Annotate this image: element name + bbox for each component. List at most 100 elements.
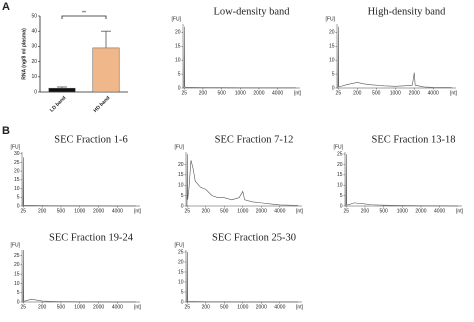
- x-tick-label: 25: [21, 208, 27, 214]
- x-tick-label: 25: [21, 304, 27, 310]
- trace: [22, 249, 137, 303]
- x-tick-label: 4000: [272, 90, 283, 96]
- x-axis-label: [nt]: [134, 304, 142, 310]
- y-axis-label: [FU]: [175, 242, 185, 248]
- chart-title: High-density band: [368, 6, 447, 17]
- x-tick-label: 200: [202, 304, 211, 310]
- x-tick-label: 500: [220, 304, 229, 310]
- chart-title: SEC Fraction 25-30: [212, 232, 296, 243]
- significance-label: **: [82, 10, 86, 16]
- x-tick-label: 2000: [415, 208, 426, 214]
- trace: [183, 26, 297, 89]
- x-tick-label: 200: [202, 208, 211, 214]
- y-tick-label: 50: [31, 13, 37, 19]
- x-tick-label: 25: [185, 304, 191, 310]
- y-tick-label: 15: [329, 44, 335, 50]
- y-tick-label: 10: [14, 281, 20, 287]
- x-tick-label: 1000: [235, 90, 246, 96]
- x-axis-label: [nt]: [294, 90, 302, 96]
- y-tick-label: 15: [178, 172, 184, 178]
- x-tick-label: 200: [38, 304, 47, 310]
- y-tick-label: 20: [31, 59, 37, 65]
- x-tick-label: 200: [353, 90, 362, 96]
- x-tick-label: 2000: [93, 208, 104, 214]
- trace: [186, 154, 299, 207]
- x-tick-label: 4000: [428, 90, 439, 96]
- x-tick-label: 1000: [237, 304, 248, 310]
- y-tick-label: 0: [17, 299, 20, 305]
- y-axis-label: [FU]: [11, 144, 21, 150]
- x-tick-label: 1000: [74, 304, 85, 310]
- x-tick-label: 200: [38, 208, 47, 214]
- y-tick-label: 5: [17, 195, 20, 201]
- x-tick-label: 4000: [274, 208, 285, 214]
- x-tick-label: 2000: [409, 90, 420, 96]
- y-axis-label: [FU]: [175, 144, 185, 150]
- y-tick-label: 20: [337, 162, 343, 168]
- x-tick-label: 25: [344, 208, 350, 214]
- y-axis-label: [FU]: [172, 16, 182, 22]
- x-tick-label: 4000: [112, 208, 123, 214]
- x-tick-label: 200: [361, 208, 370, 214]
- y-tick-label: 20: [329, 30, 335, 36]
- x-tick-label: 2000: [256, 304, 267, 310]
- x-tick-label: 500: [57, 304, 66, 310]
- x-tick-label: 1000: [74, 208, 85, 214]
- significance-bracket: [61, 15, 107, 19]
- x-tick-label: 25: [182, 90, 188, 96]
- x-tick-label: 4000: [434, 208, 445, 214]
- trace: [22, 157, 137, 207]
- x-tick-label: HD band: [93, 95, 112, 114]
- y-tick-label: 20: [178, 259, 184, 265]
- y-tick-label: 0: [340, 203, 343, 209]
- y-tick-label: 20: [178, 162, 184, 168]
- x-tick-label: 200: [199, 90, 208, 96]
- trace: [337, 26, 453, 89]
- y-tick-label: 20: [175, 30, 181, 36]
- y-tick-label: 25: [14, 160, 20, 166]
- y-axis-label: [FU]: [11, 242, 21, 248]
- y-tick-label: 10: [178, 183, 184, 189]
- y-tick-label: 0: [181, 299, 184, 305]
- x-axis-label: [nt]: [450, 90, 458, 96]
- x-tick-label: 500: [379, 208, 388, 214]
- x-tick-label: 1000: [237, 208, 248, 214]
- trace: [186, 251, 299, 303]
- y-tick-label: 10: [178, 279, 184, 285]
- x-tick-label: 2000: [256, 208, 267, 214]
- y-tick-label: 15: [175, 44, 181, 50]
- y-tick-label: 5: [181, 289, 184, 295]
- x-tick-label: 25: [185, 208, 191, 214]
- y-tick-label: 10: [31, 74, 37, 80]
- y-tick-label: 10: [337, 183, 343, 189]
- x-tick-label: LD band: [49, 95, 67, 113]
- y-tick-label: 0: [34, 89, 37, 95]
- y-tick-label: 5: [17, 290, 20, 296]
- x-tick-label: 25: [336, 90, 342, 96]
- y-tick-label: 15: [14, 177, 20, 183]
- chart-title: Low-density band: [213, 6, 290, 17]
- y-tick-label: 30: [31, 44, 37, 50]
- y-tick-label: 30: [14, 151, 20, 157]
- y-tick-label: 15: [178, 269, 184, 275]
- y-tick-label: 15: [14, 271, 20, 277]
- y-tick-label: 20: [14, 168, 20, 174]
- y-tick-label: 5: [181, 193, 184, 199]
- x-tick-label: 500: [220, 208, 229, 214]
- y-tick-label: 10: [329, 58, 335, 64]
- chart-title: SEC Fraction 13-18: [372, 134, 456, 145]
- x-tick-label: 500: [57, 208, 66, 214]
- y-axis-label: RNA (ng/8 ml plasma): [21, 28, 27, 80]
- y-tick-label: 5: [340, 193, 343, 199]
- y-tick-label: 0: [332, 85, 335, 91]
- chart-title: SEC Fraction 19-24: [49, 232, 134, 243]
- chart-title: SEC Fraction 7-12: [215, 134, 294, 145]
- y-tick-label: 40: [31, 29, 37, 35]
- y-tick-label: 10: [175, 58, 181, 64]
- y-tick-label: 25: [14, 253, 20, 259]
- x-axis-label: [nt]: [456, 208, 464, 214]
- y-axis-label: [FU]: [334, 144, 344, 150]
- chart-title: SEC Fraction 1-6: [54, 134, 128, 145]
- y-tick-label: 0: [17, 203, 20, 209]
